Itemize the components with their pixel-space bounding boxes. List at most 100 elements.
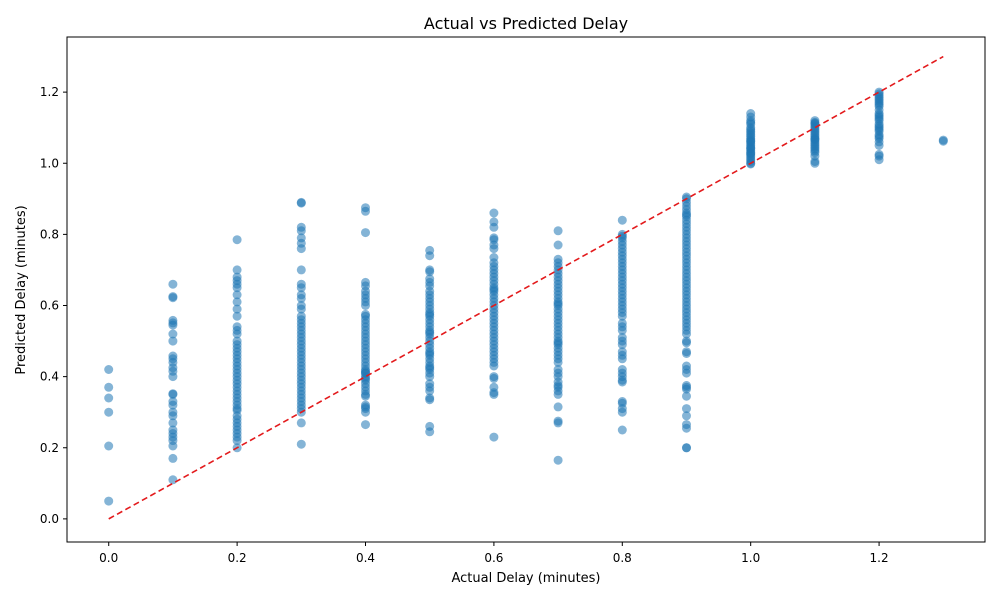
data-point	[361, 407, 370, 417]
y-tick-label: 0.0	[40, 512, 59, 526]
data-point	[232, 311, 242, 321]
data-point	[874, 155, 884, 165]
data-point	[682, 384, 691, 394]
plot-frame	[66, 36, 986, 543]
data-point	[682, 443, 691, 453]
data-point	[682, 411, 691, 421]
data-point	[425, 372, 435, 382]
data-point	[489, 373, 499, 383]
x-tick-label: 1.2	[870, 551, 889, 565]
data-point	[617, 340, 627, 350]
data-point	[489, 389, 499, 399]
data-point	[104, 365, 114, 374]
data-point	[361, 420, 370, 430]
data-point	[296, 198, 306, 208]
reference-line	[108, 55, 944, 520]
data-point	[553, 357, 563, 367]
data-point	[168, 336, 178, 346]
data-point	[232, 329, 242, 339]
data-point	[746, 125, 756, 134]
y-tick-label: 1.0	[40, 156, 59, 170]
data-point	[104, 393, 114, 403]
data-point	[296, 283, 306, 293]
data-point	[617, 377, 627, 387]
data-point	[168, 400, 178, 410]
data-point	[232, 283, 242, 293]
data-point	[168, 389, 178, 399]
data-point	[553, 418, 563, 428]
y-tick-label: 0.4	[40, 370, 59, 384]
data-point	[746, 148, 756, 158]
data-point	[746, 136, 756, 146]
data-point	[617, 407, 627, 417]
x-axis: 0.0 0.2 0.4 0.6 0.8 1.0 1.2	[99, 542, 889, 565]
data-point	[425, 251, 435, 261]
x-tick-label: 0.2	[228, 551, 247, 565]
data-point	[168, 320, 178, 330]
data-point	[682, 338, 691, 348]
data-point	[489, 432, 499, 442]
data-point	[296, 265, 306, 275]
data-point	[361, 206, 370, 216]
y-axis-title: Predicted Delay (minutes)	[14, 205, 29, 374]
data-point	[296, 226, 306, 236]
data-point	[232, 304, 242, 314]
data-point	[874, 121, 884, 131]
data-point	[682, 210, 691, 220]
data-point	[168, 372, 178, 382]
y-tick-label: 1.2	[40, 85, 59, 99]
data-point	[553, 299, 563, 309]
data-point	[361, 228, 370, 238]
data-point	[425, 327, 435, 337]
data-point	[553, 389, 563, 399]
data-point	[425, 427, 435, 437]
data-point	[682, 329, 691, 339]
x-tick-label: 0.0	[99, 551, 118, 565]
data-point	[617, 425, 627, 435]
data-point	[810, 158, 820, 168]
data-point	[168, 418, 178, 428]
data-point	[104, 441, 114, 451]
data-point	[553, 226, 563, 236]
data-point	[425, 309, 435, 319]
data-point	[425, 386, 435, 396]
data-point	[296, 304, 306, 314]
data-point	[489, 361, 499, 371]
data-point	[296, 244, 306, 254]
data-point	[168, 279, 178, 289]
x-tick-label: 1.0	[741, 551, 760, 565]
data-point	[232, 235, 242, 245]
data-point	[361, 391, 370, 401]
data-point	[232, 265, 242, 275]
data-point	[617, 311, 627, 321]
x-tick-label: 0.4	[356, 551, 375, 565]
data-point	[553, 455, 563, 465]
data-point	[553, 402, 563, 412]
data-point	[489, 208, 499, 218]
data-point	[682, 368, 691, 378]
data-point	[296, 293, 306, 303]
reference-line-layer	[108, 55, 944, 520]
data-point	[168, 329, 178, 339]
data-point	[682, 423, 691, 433]
data-point	[168, 293, 178, 303]
data-point	[489, 244, 499, 254]
data-point	[425, 267, 435, 277]
points-layer	[104, 87, 948, 506]
data-point	[810, 134, 820, 144]
data-point	[361, 301, 370, 310]
data-point	[104, 382, 114, 392]
data-point	[425, 363, 435, 373]
data-point	[296, 418, 306, 428]
data-point	[168, 441, 178, 451]
data-point	[232, 290, 242, 300]
data-point	[104, 407, 114, 417]
data-point	[874, 114, 884, 124]
data-point	[425, 395, 435, 405]
y-tick-label: 0.8	[40, 227, 59, 241]
y-tick-label: 0.2	[40, 441, 59, 455]
chart-title: Actual vs Predicted Delay	[424, 14, 628, 33]
data-point	[874, 100, 884, 110]
data-point	[682, 404, 691, 414]
data-point	[232, 297, 242, 307]
